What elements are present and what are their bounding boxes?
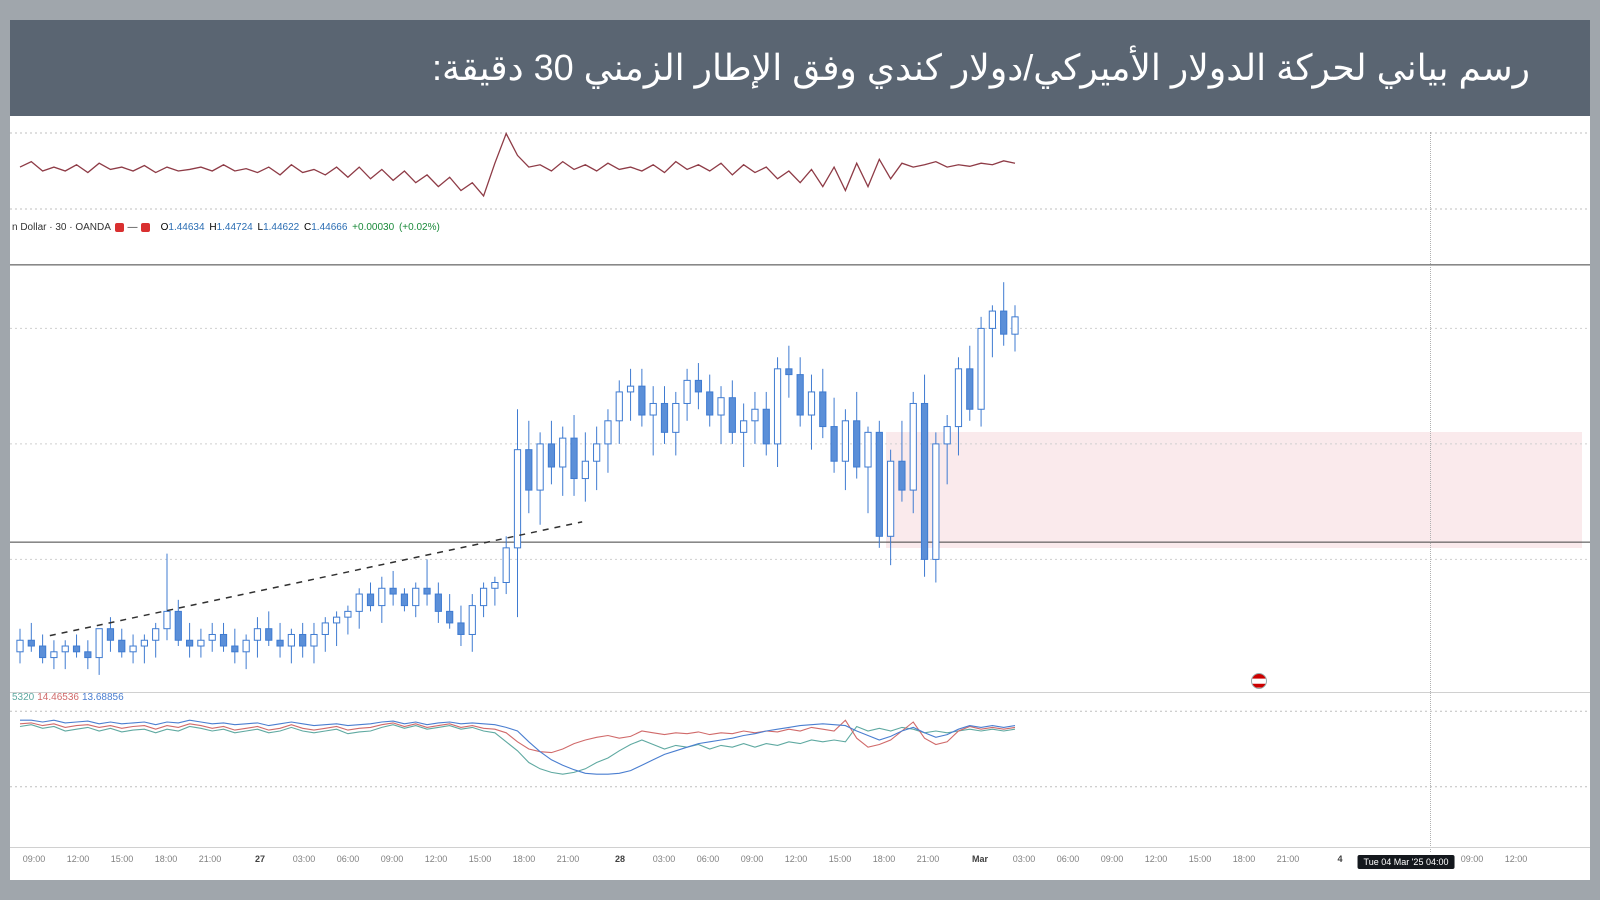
ohlc-open: O1.44634 [161, 222, 206, 233]
time-axis-label: 18:00 [513, 854, 536, 864]
time-axis-label: 09:00 [1101, 854, 1124, 864]
time-axis-label: 06:00 [1057, 854, 1080, 864]
panel-divider [10, 692, 1590, 693]
page-title: رسم بياني لحركة الدولار الأميركي/دولار ك… [10, 20, 1590, 116]
time-axis-label: 15:00 [829, 854, 852, 864]
flag-icon [141, 223, 150, 232]
time-axis-label: 28 [615, 854, 625, 864]
time-axis-label: 21:00 [199, 854, 222, 864]
page-frame: رسم بياني لحركة الدولار الأميركي/دولار ك… [10, 20, 1590, 880]
time-axis-label: 12:00 [1145, 854, 1168, 864]
time-axis-label: 18:00 [1233, 854, 1256, 864]
time-axis-label: 12:00 [785, 854, 808, 864]
time-axis-label: 09:00 [381, 854, 404, 864]
time-axis-label: 15:00 [1189, 854, 1212, 864]
time-axis-label: 12:00 [425, 854, 448, 864]
time-axis-label: 09:00 [741, 854, 764, 864]
ohlc-change-pct: (+0.02%) [399, 222, 441, 233]
event-flag-icon[interactable] [1251, 673, 1267, 689]
ohlc-change: +0.00030 [352, 222, 395, 233]
flag-icon [115, 223, 124, 232]
ohlc-low: L1.44622 [258, 222, 301, 233]
time-axis-label: 09:00 [23, 854, 46, 864]
time-axis-label: 15:00 [469, 854, 492, 864]
correlation-panel [10, 132, 1590, 210]
symbol-name: n Dollar · 30 · OANDA [12, 222, 111, 233]
time-axis-label: 21:00 [917, 854, 940, 864]
indicator-value: 14.46536 [37, 692, 79, 703]
price-candlestick-chart[interactable] [10, 236, 1590, 698]
time-axis-label: 09:00 [1461, 854, 1484, 864]
time-axis-label: 12:00 [67, 854, 90, 864]
crosshair-time-label: Tue 04 Mar '25 04:00 [1358, 855, 1455, 869]
indicator-value: 13.68856 [82, 692, 124, 703]
ohlc-high: H1.44724 [209, 222, 253, 233]
indicator-oscillator-chart [10, 704, 1590, 794]
time-axis-label: 03:00 [293, 854, 316, 864]
indicator-values-row: 532014.4653613.68856 [12, 692, 127, 703]
time-axis-label: 06:00 [337, 854, 360, 864]
time-axis-label: Mar [972, 854, 988, 864]
time-axis[interactable]: 09:00 12:00 15:00 18:00 21:00 27 03:00 06:00 09:… [10, 847, 1590, 872]
time-axis-label: 18:00 [873, 854, 896, 864]
time-axis-label: 15:00 [111, 854, 134, 864]
chart-area[interactable]: n Dollar · 30 · OANDA — O1.44634 H1.4472… [10, 132, 1590, 872]
time-axis-label: 06:00 [697, 854, 720, 864]
time-axis-label: 12:00 [1505, 854, 1528, 864]
time-axis-label: 03:00 [653, 854, 676, 864]
time-axis-label: 03:00 [1013, 854, 1036, 864]
time-axis-label: 18:00 [155, 854, 178, 864]
symbol-info-row: n Dollar · 30 · OANDA — O1.44634 H1.4472… [10, 222, 1590, 234]
time-axis-label: 21:00 [557, 854, 580, 864]
ohlc-close: C1.44666 [304, 222, 348, 233]
time-axis-label: 27 [255, 854, 265, 864]
time-axis-label: 21:00 [1277, 854, 1300, 864]
indicator-value: 5320 [12, 692, 34, 703]
time-axis-label: 4 [1337, 854, 1342, 864]
